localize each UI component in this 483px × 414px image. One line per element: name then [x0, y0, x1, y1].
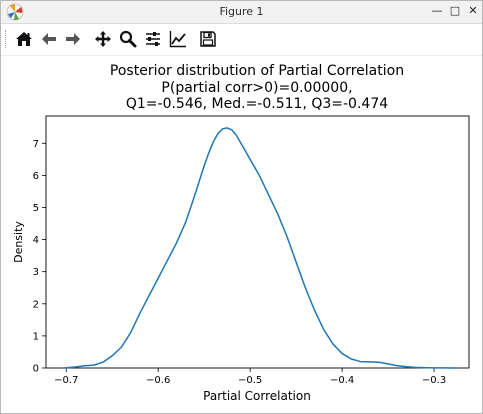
sliders-icon [146, 32, 160, 46]
edit-axis-button[interactable] [167, 28, 189, 50]
chart: Posterior distribution of Partial Correl… [12, 63, 470, 403]
forward-button[interactable] [62, 28, 84, 50]
maximize-button[interactable]: □ [449, 4, 461, 17]
y-tick-label: 4 [33, 235, 39, 246]
configure-subplots-button[interactable] [142, 28, 164, 50]
x-tick-label: −0.5 [238, 375, 262, 386]
close-button[interactable]: ✕ [468, 4, 478, 17]
y-tick-label: 6 [33, 171, 39, 182]
y-tick-label: 1 [33, 331, 39, 342]
save-button[interactable] [197, 28, 219, 50]
x-tick-label: −0.3 [422, 375, 446, 386]
home-button[interactable] [13, 28, 35, 50]
back-button[interactable] [38, 28, 60, 50]
home-icon [16, 32, 32, 46]
chart-title-line-1: Posterior distribution of Partial Correl… [110, 63, 404, 79]
line-chart-icon [169, 31, 186, 48]
chart-title-line-3: Q1=-0.546, Med.=-0.511, Q3=-0.474 [126, 96, 388, 112]
zoom-button[interactable] [117, 28, 139, 50]
y-tick-label: 0 [33, 364, 39, 375]
axes-frame [45, 115, 470, 369]
y-tick-label: 2 [33, 299, 39, 310]
magnifier-icon [119, 30, 137, 48]
x-tick-label: −0.7 [54, 375, 78, 386]
arrow-right-icon [66, 33, 80, 45]
minimize-button[interactable]: — [431, 4, 443, 17]
toolbar-grip [5, 30, 9, 48]
y-tick-label: 7 [33, 139, 39, 150]
x-tick-label: −0.4 [330, 375, 354, 386]
floppy-disk-icon [200, 31, 216, 47]
window-title: Figure 1 [219, 5, 264, 18]
title-bar: Figure 1 — □ ✕ [1, 1, 482, 24]
plot-area: −0.7 −0.6 −0.5 −0.4 −0.3 0 1 2 3 4 5 6 7 [33, 115, 470, 386]
chart-title-line-2: P(partial corr>0)=0.00000, [161, 80, 352, 96]
x-tick-label: −0.6 [146, 375, 170, 386]
x-axis-label: Partial Correlation [203, 389, 311, 403]
y-tick-label: 3 [33, 267, 39, 278]
move-icon [95, 31, 111, 47]
navigation-toolbar [1, 24, 482, 54]
y-tick-label: 5 [33, 203, 39, 214]
figure-canvas[interactable]: Posterior distribution of Partial Correl… [1, 56, 482, 413]
arrow-left-icon [42, 33, 56, 45]
y-axis-label: Density [12, 221, 25, 263]
density-curve [63, 127, 458, 369]
pan-button[interactable] [92, 28, 114, 50]
matplotlib-logo-icon [6, 3, 24, 21]
